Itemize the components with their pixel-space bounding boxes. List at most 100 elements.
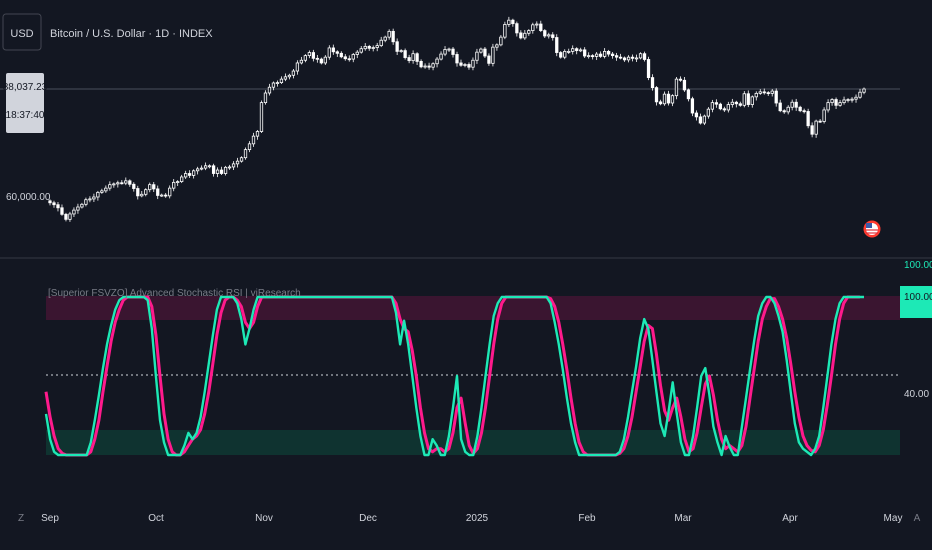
candle [68,213,72,220]
candle [168,187,172,197]
candle [535,23,539,26]
candle [718,103,722,110]
candle [674,78,679,97]
candle [555,37,559,53]
candle [822,109,826,122]
last-price-label: 88,037.23 [3,82,48,93]
candle [128,180,132,185]
candle [259,102,264,132]
candle [423,65,427,68]
candle [746,93,750,105]
candle [335,51,339,54]
candle [192,170,196,176]
time-label-nov: Nov [255,513,273,524]
candle [188,173,192,176]
candle [559,52,563,58]
candle [132,183,136,189]
header: USD Bitcoin / U.S. Dollar · 1D · INDEX [2,13,213,51]
candle [543,30,547,37]
candle [782,110,786,113]
currency-button[interactable] [2,13,42,51]
candle [291,70,296,76]
label-100-top: 100.00 [904,260,932,271]
candle [610,53,615,57]
candle [826,102,830,111]
candle [391,30,395,43]
candle [72,209,76,215]
candle [395,41,399,52]
candle [80,203,84,208]
candle [100,190,104,193]
candle [694,112,699,118]
candle [714,102,718,105]
candle [507,19,511,25]
candle [606,50,611,55]
candle [599,53,603,57]
candle [491,46,495,64]
indicator-panel: [Superior FSVZO] Advanced Stochastic RSI… [44,288,900,457]
candle [219,169,224,174]
candle [411,53,415,62]
candle [455,54,459,64]
candle [459,62,463,66]
candle [76,206,80,211]
candle [235,160,240,165]
candle [563,50,567,58]
price-labels: 88,037.23 18:37:40 60,000.00 [3,73,51,203]
candle [595,53,599,57]
candle [199,167,204,170]
candle [467,64,471,68]
candle [243,149,248,159]
candle [255,131,260,137]
candle [587,55,591,58]
candle [503,24,507,38]
time-label-2025: 2025 [466,513,489,524]
time-axis[interactable]: Z Sep Oct Nov Dec 2025 Feb Mar Apr May A [18,513,921,524]
candle [702,115,707,124]
candle [371,47,375,49]
symbol-title[interactable]: Bitcoin / U.S. Dollar · 1D · INDEX [50,28,213,40]
candle [283,76,288,80]
candle [112,183,116,186]
candle [762,91,766,94]
candle [487,55,491,64]
candle [184,173,188,178]
candle [263,92,268,104]
candle [60,207,64,215]
time-label-feb: Feb [578,513,596,524]
candle [858,91,862,98]
candle [88,198,92,201]
candle [379,39,383,47]
candle [463,64,467,66]
candle [738,103,742,106]
candle [211,165,216,174]
candle [124,180,128,184]
candle [231,163,236,168]
candle [439,53,443,60]
currency-button-label: USD [10,28,33,40]
candle [802,110,806,113]
candle [786,106,790,113]
candle [415,53,419,62]
candle [710,102,715,110]
candle [144,189,148,195]
candle [116,182,120,185]
candle [279,78,284,83]
candle [251,135,256,145]
candle [483,48,487,57]
indicator-title[interactable]: [Superior FSVZO] Advanced Stochastic RSI… [48,288,301,299]
candle [152,184,156,190]
candle [359,48,363,53]
candle [579,49,583,52]
candle [750,96,754,105]
us-flag-icon[interactable] [863,220,881,238]
candle [551,34,555,38]
candle [630,56,635,59]
candle [355,51,359,55]
candle [407,57,411,62]
candle [646,59,651,78]
time-label-mar: Mar [674,513,692,524]
candle [136,188,140,197]
candle [64,213,68,220]
candle [447,48,451,51]
